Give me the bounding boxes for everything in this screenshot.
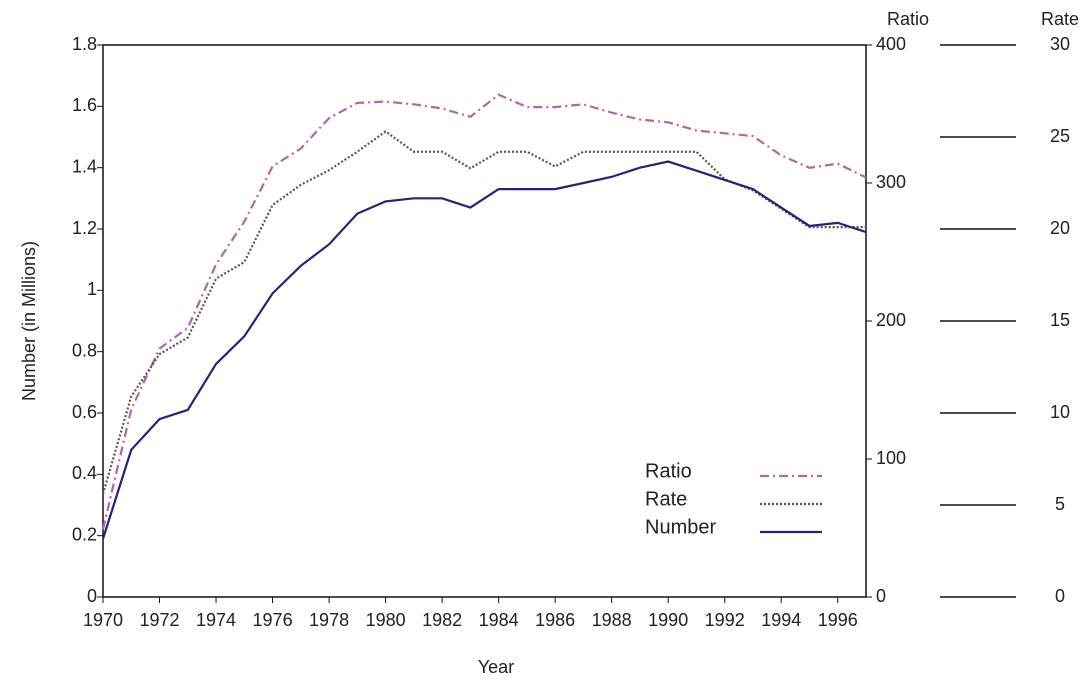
y3-tick-label: 10 (1050, 402, 1070, 422)
y3-tick-label: 25 (1050, 126, 1070, 146)
y2-tick-label: 400 (876, 34, 906, 54)
y-tick-label: 0.8 (72, 340, 97, 360)
y3-tick-label: 15 (1050, 310, 1070, 330)
x-tick-label: 1974 (196, 610, 236, 630)
y-tick-label: 0.4 (72, 463, 97, 483)
y-tick-label: 1.2 (72, 218, 97, 238)
x-tick-label: 1982 (422, 610, 462, 630)
x-tick-label: 1984 (479, 610, 519, 630)
y-tick-label: 1 (87, 279, 97, 299)
legend-label: Number (645, 516, 716, 538)
y3-tick-label: 20 (1050, 218, 1070, 238)
y-tick-label: 0.6 (72, 402, 97, 422)
plot-frame (102, 44, 867, 598)
y-tick-label: 1.6 (72, 95, 97, 115)
x-axis-title: Year (478, 657, 514, 677)
y2-tick-label: 0 (876, 586, 886, 606)
legend-label: Rate (645, 488, 687, 510)
y-tick-label: 0.2 (72, 524, 97, 544)
x-tick-label: 1990 (648, 610, 688, 630)
legend-label: Ratio (645, 460, 692, 482)
x-tick-label: 1986 (535, 610, 575, 630)
y2-tick-label: 100 (876, 448, 906, 468)
y-tick-label: 1.4 (72, 156, 97, 176)
x-tick-label: 1970 (83, 610, 123, 630)
y3-tick-label: 30 (1050, 34, 1070, 54)
series-line (101, 130, 866, 495)
y-tick-label: 0 (87, 586, 97, 606)
y2-axis-title: Ratio (887, 9, 929, 29)
x-tick-label: 1988 (592, 610, 632, 630)
y-tick-label: 1.8 (72, 34, 97, 54)
y2-tick-label: 200 (876, 310, 906, 330)
x-tick-label: 1992 (705, 610, 745, 630)
x-tick-label: 1994 (761, 610, 801, 630)
x-tick-label: 1980 (366, 610, 406, 630)
y3-tick-label: 5 (1055, 494, 1065, 514)
series-line (101, 93, 867, 530)
y3-tick-label: 0 (1055, 586, 1065, 606)
x-tick-label: 1972 (139, 610, 179, 630)
y2-tick-label: 300 (876, 172, 906, 192)
series-line (101, 160, 867, 540)
y3-axis-title: Rate (1041, 9, 1079, 29)
y-axis-title: Number (in Millions) (19, 241, 39, 401)
x-tick-label: 1976 (253, 610, 293, 630)
x-tick-label: 1996 (818, 610, 858, 630)
x-tick-label: 1978 (309, 610, 349, 630)
